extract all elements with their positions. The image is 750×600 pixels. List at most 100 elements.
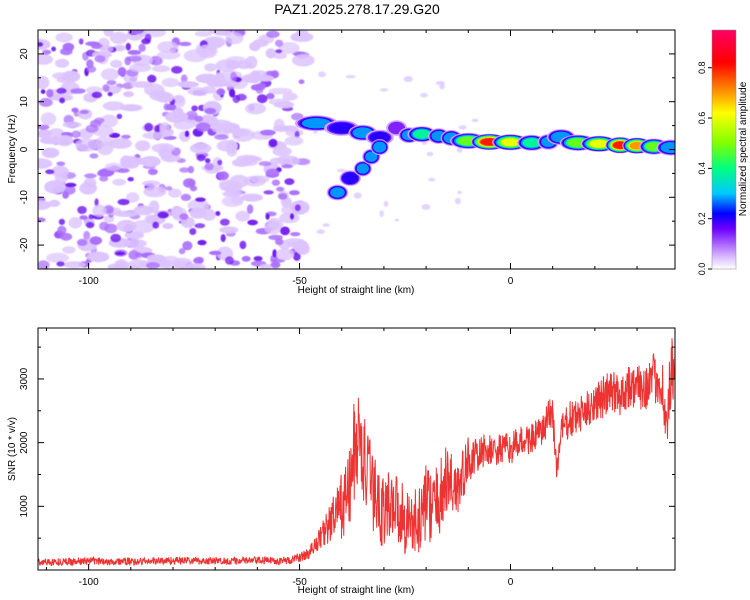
noise-blob bbox=[124, 231, 145, 240]
noise-blob bbox=[42, 49, 52, 55]
noise-blob bbox=[138, 43, 146, 52]
noise-blob bbox=[146, 262, 160, 269]
noise-blob bbox=[88, 214, 94, 220]
noise-blob bbox=[70, 88, 86, 94]
snr-y-axis-label: SNR (10 * v/v) bbox=[7, 417, 18, 481]
signal-contour bbox=[373, 141, 387, 153]
noise-blob bbox=[174, 261, 194, 269]
noise-blob bbox=[44, 180, 66, 194]
noise-blob bbox=[97, 141, 114, 156]
noise-blob bbox=[142, 180, 161, 187]
noise-blob bbox=[62, 42, 75, 52]
noise-blob bbox=[162, 223, 174, 230]
noise-blob bbox=[230, 71, 238, 82]
noise-blob bbox=[276, 186, 285, 192]
noise-blob bbox=[290, 232, 301, 237]
noise-blob bbox=[194, 256, 204, 264]
colorbar-tick-label: 0.8 bbox=[697, 61, 707, 74]
snr-series-line bbox=[38, 338, 675, 567]
noise-blob bbox=[38, 129, 53, 139]
noise-blob bbox=[38, 260, 50, 269]
noise-blob bbox=[128, 250, 139, 260]
noise-blob bbox=[54, 58, 70, 68]
noise-blob bbox=[204, 63, 217, 72]
noise-blob bbox=[221, 195, 244, 207]
spectrogram-y-tick-label: -20 bbox=[19, 237, 30, 252]
noise-blob bbox=[284, 136, 304, 146]
noise-blob bbox=[189, 142, 212, 154]
noise-blob bbox=[394, 218, 399, 222]
noise-blob bbox=[38, 75, 50, 90]
noise-blob bbox=[143, 186, 167, 198]
noise-blob bbox=[144, 122, 154, 132]
noise-blob bbox=[147, 168, 158, 175]
noise-blob bbox=[272, 146, 292, 157]
noise-blob bbox=[298, 79, 305, 84]
noise-blob bbox=[197, 239, 207, 246]
noise-blob bbox=[112, 178, 127, 186]
noise-blob bbox=[201, 208, 216, 221]
noise-blob bbox=[269, 157, 288, 164]
spectrogram-x-tick-label: -50 bbox=[292, 276, 307, 287]
snr-x-axis-label: Height of straight line (km) bbox=[298, 585, 415, 596]
noise-blob bbox=[316, 229, 325, 234]
noise-blob bbox=[266, 30, 280, 38]
spectrogram-y-axis-label: Frequency (Hz) bbox=[7, 115, 18, 184]
noise-blob bbox=[253, 256, 263, 262]
noise-blob bbox=[116, 219, 137, 232]
noise-blob bbox=[275, 39, 284, 47]
noise-blob bbox=[157, 41, 179, 53]
noise-blob bbox=[229, 88, 236, 98]
noise-blob bbox=[94, 55, 106, 63]
noise-blob bbox=[68, 217, 83, 229]
signal-contour bbox=[301, 118, 331, 129]
noise-blob bbox=[147, 74, 157, 83]
noise-blob bbox=[39, 97, 53, 107]
signal-contour bbox=[412, 129, 431, 139]
noise-blob bbox=[156, 258, 173, 267]
noise-blob bbox=[57, 225, 67, 235]
noise-blob bbox=[209, 250, 222, 256]
noise-blob bbox=[144, 214, 158, 224]
noise-blob bbox=[102, 101, 125, 111]
spectrogram-x-tick-label: 0 bbox=[508, 276, 514, 287]
noise-blob bbox=[157, 50, 181, 60]
spectrogram-y-tick-label: 20 bbox=[19, 48, 30, 60]
noise-blob bbox=[205, 158, 211, 164]
noise-blob bbox=[100, 68, 120, 81]
noise-blob bbox=[99, 175, 109, 182]
noise-blob bbox=[219, 226, 239, 234]
noise-blob bbox=[318, 71, 327, 78]
signal-contour bbox=[660, 142, 675, 154]
noise-blob bbox=[189, 228, 197, 235]
noise-blob bbox=[106, 80, 117, 86]
noise-blob bbox=[49, 128, 64, 136]
noise-blob bbox=[240, 193, 263, 202]
snr-x-tick-label: -50 bbox=[292, 577, 307, 588]
noise-blob bbox=[215, 211, 221, 216]
noise-blob bbox=[140, 156, 161, 167]
noise-blob bbox=[268, 87, 293, 95]
noise-blob bbox=[55, 32, 73, 43]
noise-blob bbox=[219, 218, 230, 226]
noise-blob bbox=[173, 119, 195, 130]
noise-blob bbox=[48, 199, 61, 207]
noise-blob bbox=[62, 246, 76, 254]
noise-blob bbox=[125, 239, 147, 248]
signal-feature bbox=[370, 139, 389, 156]
noise-blob bbox=[113, 210, 138, 217]
noise-blob bbox=[187, 165, 195, 174]
noise-blob bbox=[380, 88, 389, 92]
colorbar-tick-label: 0.4 bbox=[697, 162, 707, 175]
noise-blob bbox=[224, 256, 234, 265]
signal-contour bbox=[589, 139, 609, 148]
noise-blob bbox=[345, 75, 356, 79]
noise-blob bbox=[322, 223, 330, 227]
noise-blob bbox=[61, 70, 81, 83]
noise-blob bbox=[119, 104, 143, 112]
noise-blob bbox=[403, 76, 413, 83]
noise-blob bbox=[420, 93, 428, 98]
snr-panel: -100 -50 0 1000 2000 3000 Height of straight… bbox=[7, 327, 676, 596]
colorbar-label: Normalized spectral amplitude bbox=[738, 81, 749, 216]
signal-feature bbox=[339, 170, 361, 186]
